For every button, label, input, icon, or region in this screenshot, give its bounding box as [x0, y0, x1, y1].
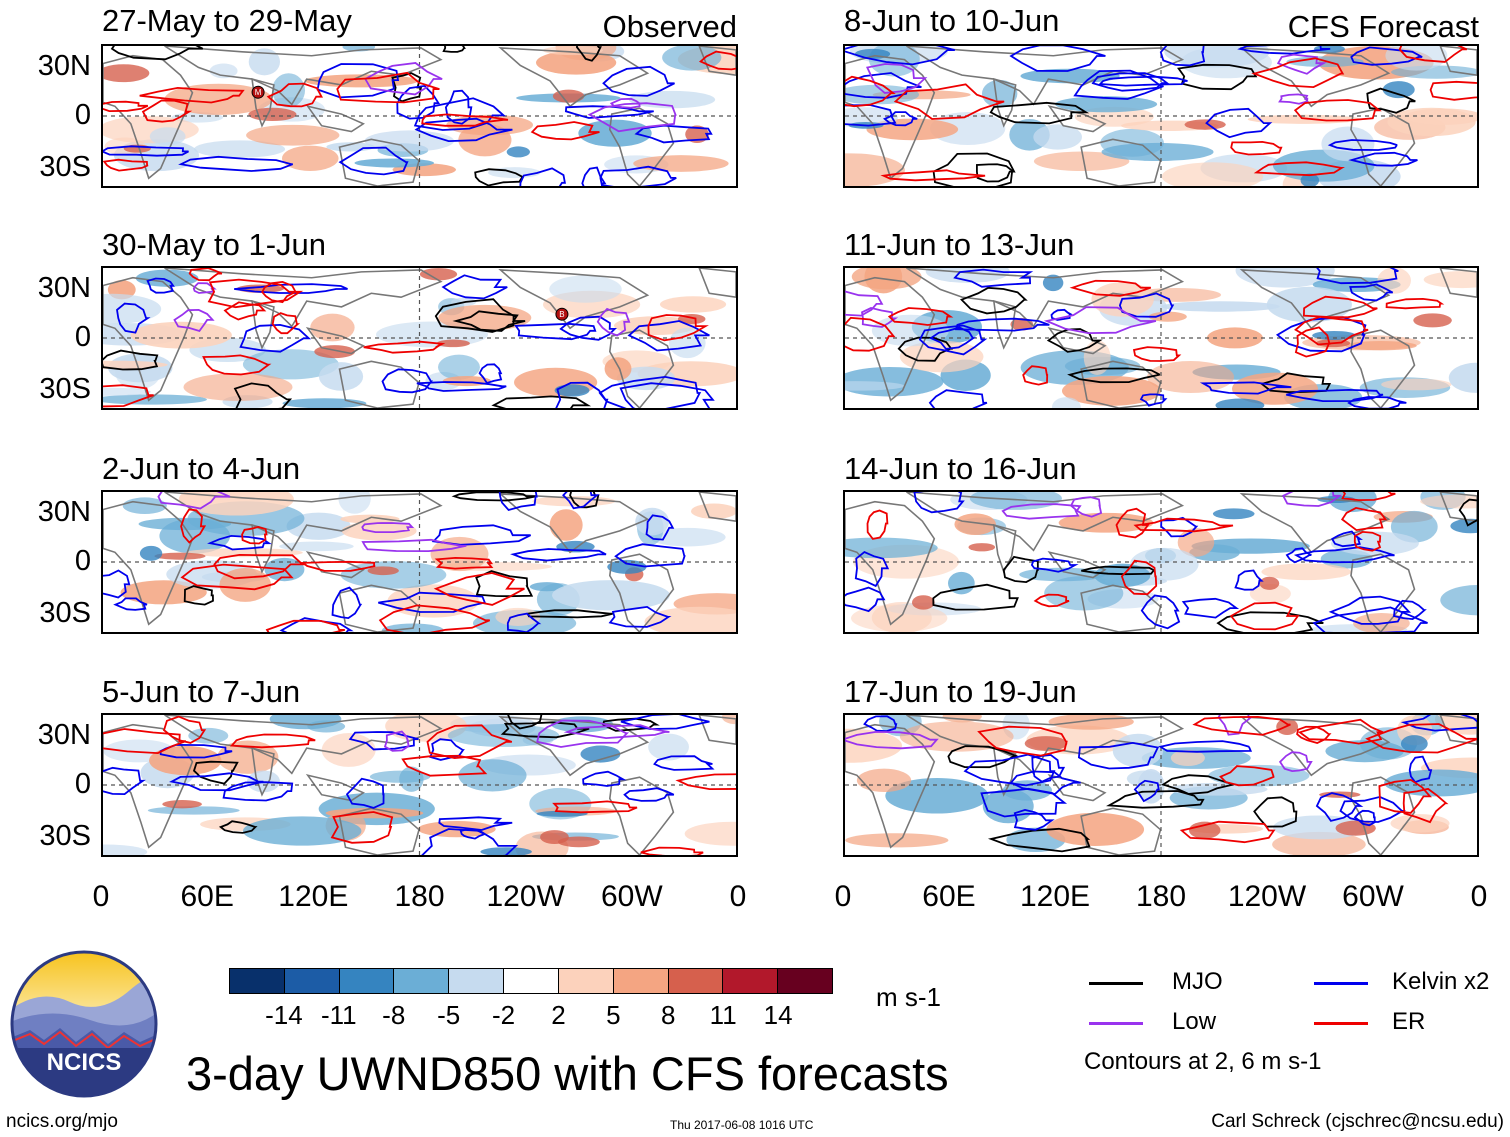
colorbar-label: 11 — [709, 1000, 737, 1030]
lon-tick-label: 180 — [1135, 880, 1187, 913]
map-panel: B — [101, 266, 738, 410]
forecast-label: CFS Forecast — [1287, 9, 1479, 44]
lon-tick-label: 60E — [922, 880, 976, 913]
lon-tick-label: 180 — [394, 880, 445, 913]
colorbar-swatch — [668, 969, 724, 993]
legend-label: Kelvin x2 — [1392, 968, 1490, 995]
storm-marker: B — [555, 307, 569, 321]
legend-swatch — [1314, 1022, 1368, 1025]
timestamp: Thu 2017-06-08 1016 UTC — [670, 1118, 814, 1132]
colorbar-swatch — [558, 969, 614, 993]
lat-tick-label: 30N — [37, 719, 91, 752]
colorbar — [229, 968, 833, 994]
main-title: 3-day UWND850 with CFS forecasts — [186, 1047, 949, 1100]
colorbar-label: 5 — [606, 1000, 621, 1030]
lat-tick-label: 30S — [39, 150, 91, 183]
lat-tick-label: 0 — [74, 768, 91, 800]
panel-title: 5-Jun to 7-Jun — [102, 674, 301, 709]
colorbar-swatch — [339, 969, 395, 993]
legend-label: MJO — [1172, 968, 1223, 995]
legend-swatch — [1089, 982, 1143, 985]
lat-tick-label: 30S — [39, 819, 91, 852]
map-panel — [843, 490, 1479, 634]
lat-tick-label: 30N — [37, 496, 91, 529]
storm-marker: M — [251, 85, 265, 99]
legend-note: Contours at 2, 6 m s-1 — [1084, 1048, 1322, 1075]
panel-title: 14-Jun to 16-Jun — [844, 451, 1077, 486]
map-panel — [843, 266, 1479, 410]
footer-author: Carl Schreck (cjschrec@ncsu.edu) — [1211, 1111, 1504, 1132]
panel-title: 27-May to 29-May — [102, 3, 352, 38]
lon-tick-label: 120E — [278, 880, 349, 913]
legend-swatch — [1314, 982, 1368, 985]
colorbar-label: 2 — [551, 1000, 566, 1030]
lat-tick-label: 0 — [74, 321, 91, 353]
footer-url: ncics.org/mjo — [6, 1111, 118, 1132]
svg-text:B: B — [559, 310, 564, 319]
colorbar-swatch — [230, 969, 285, 993]
lon-tick-label: 0 — [1470, 880, 1488, 913]
map-panel: M — [101, 44, 738, 188]
colorbar-swatch — [284, 969, 340, 993]
colorbar-swatch — [504, 969, 559, 993]
lon-tick-label: 0 — [92, 880, 110, 913]
colorbar-swatch — [394, 969, 450, 993]
lat-tick-label: 30S — [39, 372, 91, 405]
panel-title: 17-Jun to 19-Jun — [844, 674, 1077, 709]
lat-tick-label: 30N — [37, 50, 91, 83]
colorbar-label: 8 — [661, 1000, 676, 1030]
legend-label: Low — [1172, 1008, 1217, 1035]
lon-tick-label: 60W — [600, 880, 663, 913]
lon-tick-label: 60W — [1342, 880, 1404, 913]
legend-swatch — [1089, 1022, 1143, 1025]
observed-label: Observed — [602, 9, 737, 44]
colorbar-label: -14 — [265, 1000, 303, 1030]
colorbar-units: m s-1 — [876, 982, 941, 1012]
legend-label: ER — [1392, 1008, 1426, 1035]
lon-tick-label: 60E — [180, 880, 234, 913]
lon-tick-label: 0 — [834, 880, 852, 913]
lat-tick-label: 30N — [37, 272, 91, 305]
lon-tick-label: 120W — [1227, 880, 1307, 913]
lat-tick-label: 0 — [74, 545, 91, 577]
colorbar-label: -5 — [437, 1000, 461, 1030]
map-panel — [843, 713, 1479, 857]
lat-tick-label: 30S — [39, 596, 91, 629]
colorbar-swatch — [613, 969, 669, 993]
colorbar-label: -8 — [382, 1000, 406, 1030]
svg-text:M: M — [255, 88, 262, 97]
panel-title: 30-May to 1-Jun — [102, 227, 326, 262]
lon-tick-label: 0 — [729, 880, 747, 913]
panel-title: 2-Jun to 4-Jun — [102, 451, 301, 486]
map-panel — [101, 490, 738, 634]
colorbar-swatch — [449, 969, 505, 993]
lat-tick-label: 0 — [74, 99, 91, 131]
colorbar-label: 14 — [763, 1000, 793, 1030]
panel-title: 11-Jun to 13-Jun — [844, 227, 1075, 262]
lon-tick-label: 120W — [486, 880, 565, 913]
map-panel — [101, 713, 738, 857]
colorbar-swatch — [778, 969, 832, 993]
logo-text: NCICS — [47, 1049, 122, 1076]
lon-tick-label: 120E — [1019, 880, 1091, 913]
ncics-logo: NCICS — [10, 950, 158, 1098]
panel-title: 8-Jun to 10-Jun — [844, 3, 1060, 38]
colorbar-label: -11 — [320, 1000, 357, 1030]
colorbar-swatch — [723, 969, 779, 993]
map-panel — [843, 44, 1479, 188]
colorbar-label: -2 — [491, 1000, 516, 1030]
